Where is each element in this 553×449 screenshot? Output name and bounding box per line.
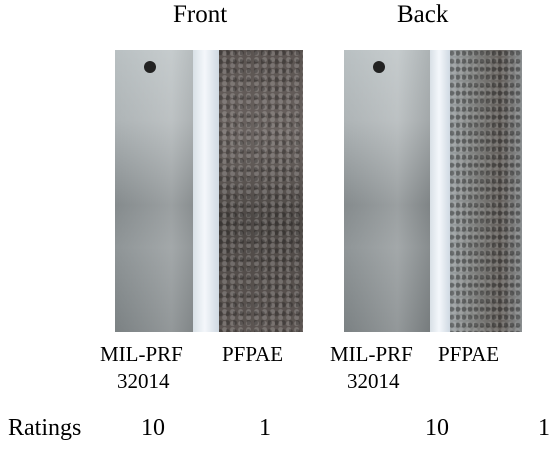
front-milprf-spec-number: 32014 xyxy=(117,369,170,393)
back-panel-hole xyxy=(373,61,385,73)
back-pfpae-strip xyxy=(450,50,522,332)
back-pfpae-label: PFPAE xyxy=(438,342,500,366)
back-milprf-label: MIL-PRF xyxy=(330,342,413,366)
front-header: Front xyxy=(173,1,228,28)
front-pfpae-rating: 1 xyxy=(259,415,271,441)
back-test-panel-image xyxy=(344,50,522,332)
front-panel-hole xyxy=(144,61,156,73)
front-test-panel-image xyxy=(115,50,303,332)
front-milprf-label: MIL-PRF xyxy=(100,342,183,366)
front-pfpae-strip xyxy=(219,50,303,332)
front-milprf-rating: 10 xyxy=(141,415,165,441)
ratings-label: Ratings xyxy=(8,415,82,441)
back-header: Back xyxy=(397,1,449,28)
back-pfpae-rating: 1 xyxy=(538,415,550,441)
back-milprf-spec-number: 32014 xyxy=(347,369,400,393)
back-panel-divider xyxy=(430,50,450,332)
front-pfpae-label: PFPAE xyxy=(222,342,284,366)
front-panel-divider xyxy=(193,50,219,332)
back-milprf-rating: 10 xyxy=(425,415,449,441)
